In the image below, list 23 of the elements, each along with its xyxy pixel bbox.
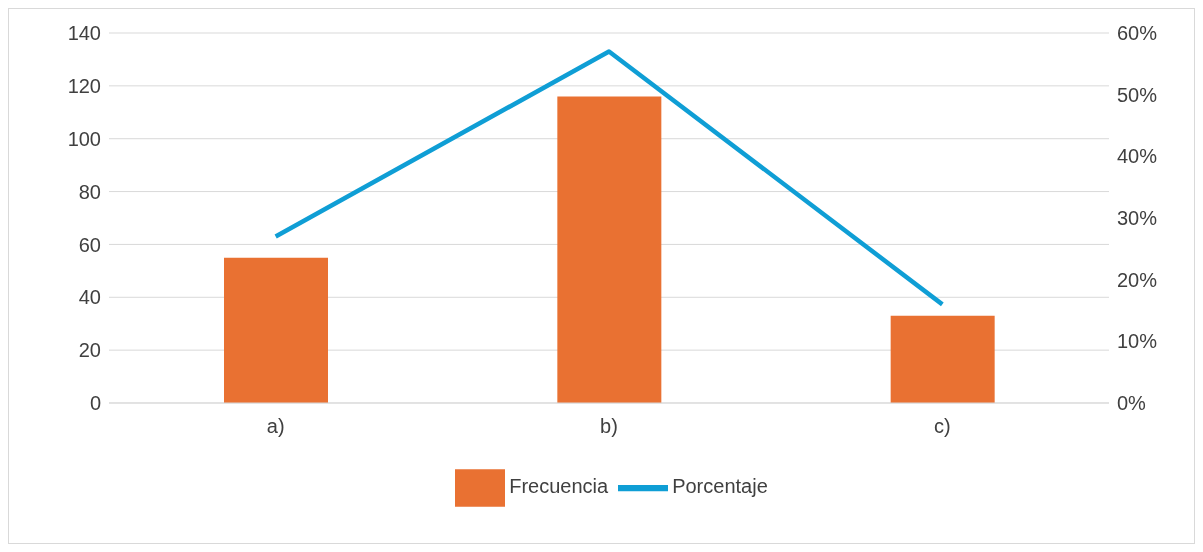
- x-tick-label: a): [266, 415, 285, 438]
- y-tick-label: 120: [67, 74, 101, 97]
- y-tick-label: 60: [78, 233, 101, 256]
- y-tick-label: 80: [78, 180, 101, 203]
- y2-tick-label: 0%: [1117, 392, 1147, 415]
- bar: [557, 96, 662, 403]
- y-tick-label: 40: [78, 286, 101, 309]
- y2-tick-label: 20%: [1117, 268, 1158, 291]
- x-tick-label: b): [600, 415, 618, 438]
- legend-label: Frecuencia: [509, 475, 609, 498]
- y-tick-label: 140: [67, 22, 101, 45]
- y-tick-label: 0: [89, 392, 101, 415]
- y2-tick-label: 40%: [1117, 145, 1158, 168]
- y-tick-label: 20: [78, 339, 101, 362]
- y2-tick-label: 30%: [1117, 207, 1158, 230]
- bar: [890, 315, 995, 403]
- y2-tick-label: 50%: [1117, 83, 1158, 106]
- x-tick-label: c): [934, 415, 951, 438]
- legend-label: Porcentaje: [672, 475, 768, 498]
- y2-tick-label: 60%: [1117, 22, 1158, 45]
- bar: [224, 257, 328, 403]
- y-tick-label: 100: [67, 127, 101, 150]
- y2-tick-label: 10%: [1117, 330, 1158, 353]
